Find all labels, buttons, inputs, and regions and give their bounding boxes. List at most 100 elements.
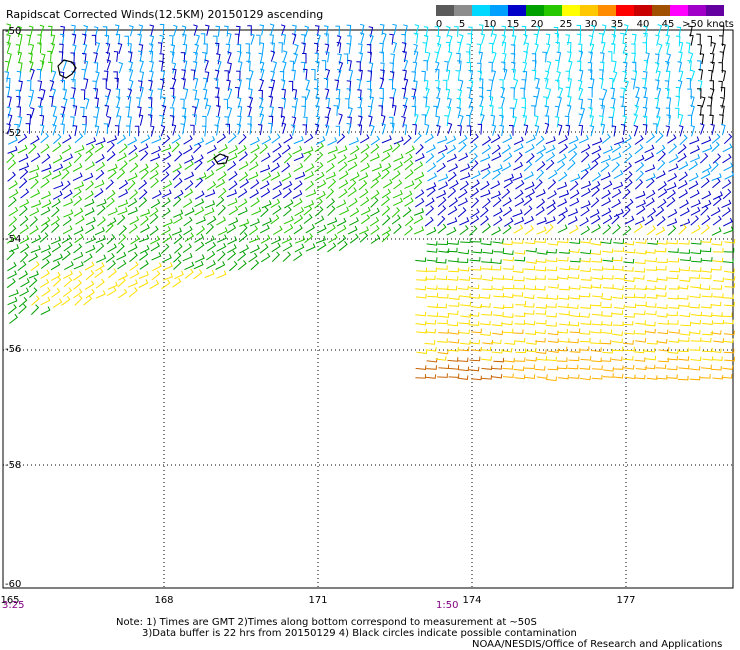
wind-barb	[492, 164, 503, 173]
wind-barb	[180, 52, 186, 63]
wind-barb	[580, 206, 590, 217]
wind-barb	[479, 303, 491, 308]
wind-barb	[269, 34, 274, 46]
wind-barb	[426, 186, 436, 197]
wind-barb	[657, 198, 667, 209]
wind-barb	[471, 248, 483, 254]
wind-barb	[624, 215, 635, 225]
wind-barb	[534, 329, 546, 335]
wind-barb	[381, 231, 391, 243]
wind-barb	[272, 205, 282, 215]
wind-barb	[700, 123, 705, 135]
wind-barb	[580, 169, 589, 180]
wind-barb	[425, 105, 431, 117]
wind-barb	[546, 356, 557, 362]
wind-barb	[282, 50, 288, 62]
wind-barb	[217, 171, 227, 181]
wind-barb	[458, 142, 467, 153]
wind-barb	[404, 225, 413, 236]
wind-barb	[61, 234, 72, 244]
wind-barb	[557, 328, 568, 334]
wind-barb	[479, 294, 491, 299]
wind-barb	[40, 244, 51, 253]
scale-label: 20	[530, 19, 544, 30]
wind-barb	[249, 244, 260, 254]
wind-barb	[721, 69, 726, 82]
wind-barb	[438, 329, 449, 334]
wind-barb	[415, 197, 425, 208]
wind-barb	[488, 42, 494, 54]
wind-barb	[447, 122, 453, 134]
wind-barb	[161, 197, 171, 208]
wind-barb	[93, 62, 99, 73]
wind-barb	[624, 179, 633, 190]
wind-barb	[239, 178, 249, 189]
wind-barb	[503, 178, 513, 189]
scale-swatch	[616, 5, 634, 16]
wind-barb	[643, 32, 648, 44]
wind-barb	[204, 269, 215, 279]
wind-barb	[59, 43, 64, 55]
wind-barb	[624, 171, 633, 182]
wind-barb	[590, 347, 602, 353]
wind-barb	[524, 265, 536, 271]
wind-barb	[601, 321, 613, 327]
wind-barb	[709, 88, 715, 100]
wind-barb	[459, 114, 464, 127]
wind-barb	[7, 52, 12, 65]
wind-barb	[510, 87, 515, 98]
wind-barb	[634, 154, 645, 164]
wind-barb	[691, 257, 702, 263]
wind-barb	[438, 173, 449, 182]
wind-barb	[118, 143, 128, 154]
wind-barb	[370, 135, 381, 146]
wind-barb	[542, 51, 547, 63]
wind-barb	[579, 330, 591, 335]
wind-barb	[710, 348, 722, 354]
wind-barb	[611, 161, 620, 173]
scale-swatch	[688, 5, 706, 16]
wind-barb	[180, 123, 185, 135]
wind-barb	[259, 68, 265, 80]
wind-barb	[270, 198, 281, 209]
wind-barb	[206, 181, 217, 191]
wind-barb	[281, 235, 292, 244]
wind-barb	[656, 374, 668, 380]
wind-barb	[493, 357, 505, 363]
wind-barb	[567, 208, 579, 217]
wind-barb	[645, 355, 657, 361]
wind-barb	[546, 322, 557, 327]
wind-barb	[658, 320, 669, 325]
wind-barb	[369, 216, 380, 227]
wind-barb	[655, 292, 667, 297]
wind-barb	[281, 97, 287, 109]
wind-barb	[128, 145, 138, 155]
wind-barb	[346, 24, 352, 36]
wind-barb	[545, 33, 551, 45]
wind-barb	[413, 32, 419, 44]
wind-barb	[106, 189, 116, 200]
wind-barb	[7, 261, 17, 272]
wind-barb	[127, 43, 132, 54]
wind-barb	[610, 43, 616, 55]
wind-barb	[381, 226, 392, 236]
wind-barb	[421, 114, 427, 126]
wind-barb	[634, 293, 646, 299]
wind-barb	[117, 234, 127, 245]
wind-barb	[687, 60, 692, 72]
scale-swatch	[598, 5, 616, 16]
wind-barb	[611, 338, 623, 344]
wind-barb	[445, 41, 451, 53]
wind-barb	[425, 144, 436, 154]
wind-barb	[490, 265, 502, 271]
wind-barb	[578, 87, 584, 99]
wind-barb	[60, 123, 65, 135]
wind-barb	[218, 144, 228, 154]
wind-barb	[183, 188, 194, 198]
wind-barb	[314, 87, 319, 100]
wind-barb	[656, 144, 666, 155]
wind-barb	[8, 289, 19, 298]
wind-barb	[482, 198, 491, 209]
wind-barb	[273, 225, 283, 235]
wind-barb	[181, 107, 187, 119]
